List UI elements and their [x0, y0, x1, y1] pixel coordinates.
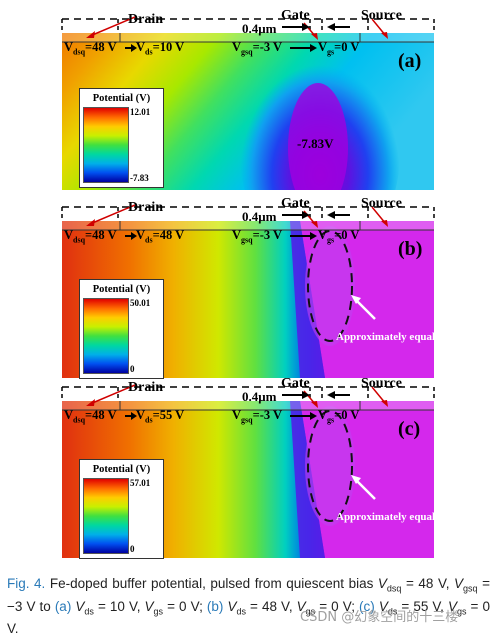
vgsq-label: Vgsq=-3 V — [232, 40, 283, 57]
caption-var: V — [454, 576, 464, 591]
caption-sub: ds — [84, 606, 94, 617]
vds-label: Vds=48 V — [136, 228, 185, 245]
colorbar-max: 57.01 — [130, 478, 151, 488]
caption-text: Fe-doped buffer potential, pulsed from q… — [45, 576, 378, 591]
caption-fig-number: Fig. 4. — [7, 576, 46, 591]
caption-text: = 0 V. — [7, 598, 490, 637]
caption-ref-a[interactable]: (a) — [54, 598, 72, 614]
gate-length-label: 0.4μm — [242, 389, 277, 404]
source-label: Source — [361, 376, 402, 391]
vgsq-label: Vgsq=-3 V — [232, 408, 283, 425]
gate-label: Gate — [281, 8, 310, 23]
approx-zero-annotation: Approximately equal to 0 V — [336, 511, 466, 523]
caption-text: = −3 V to — [7, 576, 490, 614]
panel-letter: (b) — [398, 238, 423, 260]
caption-ref-c[interactable]: (c) — [359, 598, 375, 614]
minimum-potential-label: -7.83V — [297, 136, 334, 151]
caption-var: V — [296, 598, 306, 614]
colorbar: Potential (V) 57.01 0 — [79, 459, 164, 559]
vgs-label: Vgs=0 V — [318, 228, 360, 245]
colorbar-gradient — [83, 107, 129, 183]
caption-sub: gs — [305, 606, 316, 617]
vds-label: Vds=10 V — [136, 40, 185, 57]
caption-sub: gs — [456, 606, 467, 617]
caption-sub: ds — [236, 606, 246, 617]
caption-sub: gs — [153, 606, 164, 617]
vdsq-label: Vdsq=48 V — [64, 228, 117, 245]
colorbar-title: Potential (V) — [92, 464, 151, 475]
gate-length-label: 0.4μm — [242, 209, 277, 224]
vds-label: Vds=55 V — [136, 408, 185, 425]
figure-caption: Fig. 4. Fe-doped buffer potential, pulse… — [7, 575, 490, 637]
colorbar-gradient — [83, 298, 129, 374]
caption-var: V — [377, 576, 387, 591]
simulation-panel-b: Drain Gate Source 0.4μm Vdsq=48 V Vds=48… — [0, 191, 495, 379]
colorbar-max: 50.01 — [130, 298, 151, 308]
gate-label: Gate — [281, 196, 310, 211]
colorbar: Potential (V) 50.01 0 — [79, 279, 164, 379]
simulation-panel-a: Drain Gate Source 0.4μm Vdsq=48 V Vds=10… — [0, 3, 495, 190]
watermark: CSDN @幻象空间的十三楼 — [300, 610, 459, 625]
caption-text: = 48 V, — [401, 576, 455, 591]
approx-zero-annotation: Approximately equal to 0 V — [336, 331, 466, 343]
colorbar-gradient — [83, 478, 129, 554]
caption-ref-b[interactable]: (b) — [206, 598, 224, 614]
colorbar: Potential (V) 12.01 -7.83 — [79, 88, 164, 188]
drain-label: Drain — [128, 380, 163, 395]
drain-label: Drain — [128, 200, 163, 215]
panel-letter: (c) — [398, 418, 421, 440]
colorbar-title: Potential (V) — [92, 284, 151, 295]
caption-sub: ds — [387, 606, 398, 617]
caption-text: = 48 V, — [246, 598, 297, 614]
caption-var: V — [447, 598, 457, 614]
caption-var: V — [75, 598, 85, 614]
caption-text: = 55 V, — [397, 598, 448, 614]
colorbar-min: -7.83 — [130, 173, 149, 183]
drain-label: Drain — [128, 12, 163, 27]
caption-sub: dsq — [386, 583, 402, 594]
colorbar-max: 12.01 — [130, 107, 151, 117]
caption-text: = 10 V, — [93, 598, 145, 614]
source-label: Source — [361, 8, 402, 23]
colorbar-min: 0 — [130, 364, 135, 374]
caption-var: V — [378, 598, 388, 614]
vgsq-label: Vgsq=-3 V — [232, 228, 283, 245]
source-label: Source — [361, 196, 402, 211]
simulation-panel-c: Drain Gate Source 0.4μm Vdsq=48 V Vds=55… — [0, 371, 495, 559]
vdsq-label: Vdsq=48 V — [64, 408, 117, 425]
caption-var: V — [144, 598, 154, 614]
caption-text: = 0 V; — [163, 598, 207, 614]
gate-label: Gate — [281, 376, 310, 391]
vgs-label: Vgs=0 V — [318, 40, 360, 57]
colorbar-min: 0 — [130, 544, 135, 554]
caption-text: = 0 V; — [315, 598, 359, 614]
gate-length-label: 0.4μm — [242, 21, 277, 36]
vdsq-label: Vdsq=48 V — [64, 40, 117, 57]
panel-letter: (a) — [398, 50, 422, 72]
caption-sub: gsq — [463, 583, 478, 594]
caption-var: V — [227, 598, 237, 614]
colorbar-title: Potential (V) — [92, 93, 151, 104]
vgs-label: Vgs=0 V — [318, 408, 360, 425]
